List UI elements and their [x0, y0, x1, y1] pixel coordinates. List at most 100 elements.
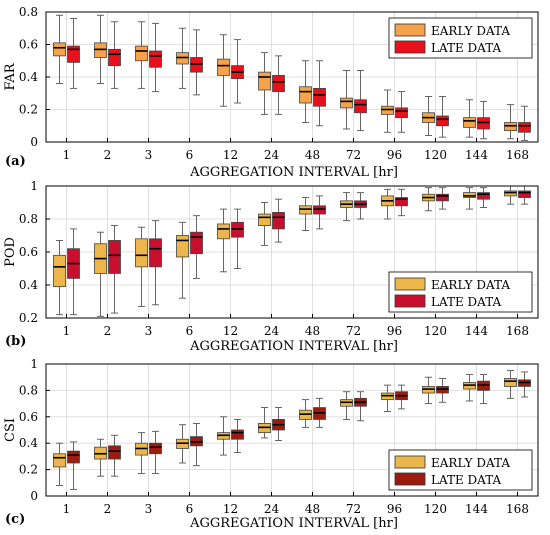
box-iqr	[313, 205, 326, 215]
box-early-2hr	[94, 231, 107, 317]
y-tick-label: 0.2	[19, 463, 38, 477]
box-late-12hr	[231, 418, 244, 453]
panel-label: (c)	[5, 512, 25, 527]
box-early-3hr	[135, 21, 148, 89]
x-tick-label: 72	[346, 502, 361, 516]
box-iqr	[149, 50, 162, 68]
box-late-2hr	[108, 434, 121, 477]
box-early-6hr	[176, 424, 189, 464]
box-late-120hr	[436, 96, 449, 138]
panel-label: (b)	[5, 334, 26, 349]
box-late-6hr	[190, 215, 203, 279]
x-tick-label: 72	[346, 148, 361, 162]
box-early-1hr	[53, 239, 66, 316]
box-iqr	[94, 42, 107, 58]
box-iqr	[477, 117, 490, 130]
chart-panel-3: 00.20.40.60.811 2 3 6 12 24 48 72 96 120 144 168AGG…	[3, 357, 539, 531]
y-tick-label: 0.8	[19, 383, 38, 397]
legend-swatch	[394, 40, 426, 54]
x-tick-label: 48	[305, 148, 320, 162]
legend-swatch	[394, 23, 426, 37]
box-iqr	[354, 99, 367, 114]
box-late-144hr	[477, 374, 490, 405]
legend: EARLY DATA LATE DATA	[388, 17, 533, 59]
box-early-48hr	[299, 60, 312, 123]
box-late-24hr	[272, 407, 285, 442]
x-axis-label: AGGREGATION INTERVAL [hr]	[189, 516, 398, 531]
box-early-24hr	[258, 202, 271, 246]
box-late-72hr	[354, 192, 367, 220]
box-iqr	[395, 107, 408, 119]
box-iqr	[67, 45, 80, 63]
x-tick-label: 48	[305, 502, 320, 516]
x-tick-label: 168	[506, 324, 529, 338]
x-tick-label: 144	[465, 502, 488, 516]
x-tick-label: 6	[186, 148, 194, 162]
box-iqr	[231, 429, 244, 440]
box-iqr	[272, 211, 285, 230]
box-late-48hr	[313, 195, 326, 230]
x-tick-label: 6	[186, 324, 194, 338]
box-late-96hr	[395, 91, 408, 133]
box-iqr	[299, 86, 312, 104]
y-tick-label: 1	[30, 179, 38, 193]
box-iqr	[217, 58, 230, 76]
x-tick-label: 24	[264, 148, 280, 162]
x-tick-label: 2	[104, 148, 112, 162]
box-iqr	[436, 115, 449, 127]
box-late-72hr	[354, 391, 367, 422]
y-tick-label: 0.4	[19, 278, 38, 292]
box-late-120hr	[436, 187, 449, 210]
x-axis-label: AGGREGATION INTERVAL [hr]	[189, 339, 398, 354]
box-early-24hr	[258, 407, 271, 439]
box-early-12hr	[217, 208, 230, 273]
x-tick-label: 144	[465, 324, 488, 338]
x-tick-label: 2	[104, 502, 112, 516]
x-tick-label: 1	[63, 502, 71, 516]
chart-panel-1: 00.20.40.60.81 2 3 6 12 24 48 72 96 120 144 168AGGR…	[3, 5, 539, 180]
x-tick-label: 12	[223, 148, 238, 162]
box-late-1hr	[67, 441, 80, 490]
x-tick-label: 48	[305, 324, 320, 338]
box-late-2hr	[108, 225, 121, 314]
box-early-6hr	[176, 221, 189, 299]
box-early-12hr	[217, 416, 230, 456]
y-tick-label: 0	[30, 135, 38, 149]
box-early-72hr	[340, 70, 353, 130]
x-tick-label: 6	[186, 502, 194, 516]
legend-swatch	[394, 277, 426, 291]
box-late-48hr	[313, 397, 326, 428]
box-late-168hr	[518, 371, 531, 398]
legend-label: LATE DATA	[431, 41, 502, 55]
legend-label: EARLY DATA	[431, 278, 510, 292]
x-tick-label: 3	[145, 324, 153, 338]
box-late-120hr	[436, 378, 449, 403]
x-tick-label: 96	[387, 148, 402, 162]
box-early-12hr	[217, 34, 230, 107]
box-early-168hr	[504, 185, 517, 205]
box-late-6hr	[190, 422, 203, 467]
x-tick-label: 12	[223, 324, 238, 338]
box-iqr	[176, 235, 189, 258]
box-late-144hr	[477, 187, 490, 208]
box-early-2hr	[94, 438, 107, 477]
box-iqr	[258, 71, 271, 91]
box-early-1hr	[53, 442, 66, 486]
legend: EARLY DATA LATE DATA	[388, 271, 533, 313]
box-late-24hr	[272, 55, 285, 115]
x-tick-label: 1	[63, 148, 71, 162]
legend-swatch	[394, 455, 426, 469]
y-tick-label: 0.4	[19, 436, 38, 450]
box-iqr	[190, 231, 203, 255]
box-iqr	[231, 221, 244, 238]
box-iqr	[477, 192, 490, 200]
box-late-96hr	[395, 188, 408, 217]
legend-swatch	[394, 472, 426, 486]
y-tick-label: 0.8	[19, 212, 38, 226]
y-tick-label: 0.2	[19, 103, 38, 117]
box-early-6hr	[176, 27, 189, 89]
chart-panel-2: 0.20.40.60.811 2 3 6 12 24 48 72 96 120 144 168AGGR…	[3, 179, 539, 354]
box-iqr	[149, 238, 162, 268]
box-late-3hr	[149, 430, 162, 475]
